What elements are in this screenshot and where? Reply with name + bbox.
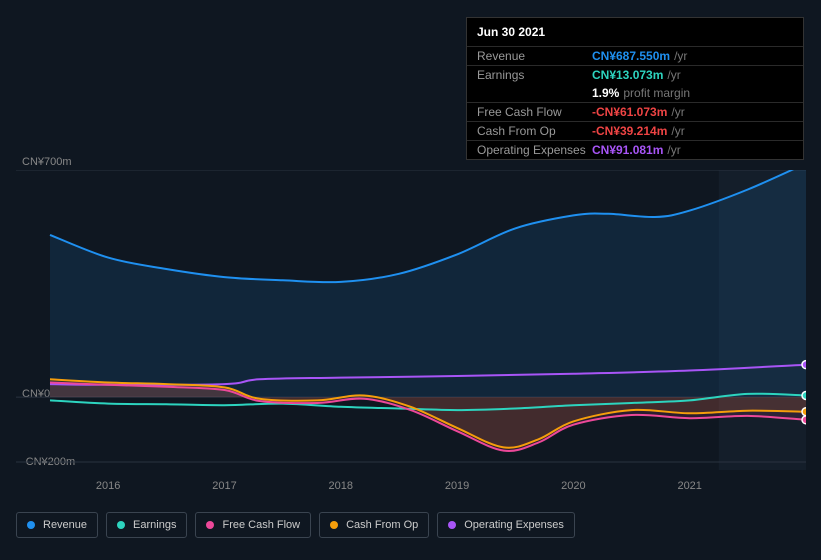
tooltip-row: Free Cash Flow-CN¥61.073m/yr bbox=[467, 102, 803, 121]
x-tick-label: 2021 bbox=[677, 480, 701, 492]
chart-tooltip: Jun 30 2021 RevenueCN¥687.550m/yrEarning… bbox=[466, 17, 804, 160]
legend-label: Cash From Op bbox=[346, 519, 418, 531]
legend-item-fcf[interactable]: Free Cash Flow bbox=[195, 512, 311, 538]
tooltip-row: RevenueCN¥687.550m/yr bbox=[467, 46, 803, 65]
tooltip-row: 1.9% profit margin bbox=[467, 84, 803, 102]
tooltip-row: Cash From Op-CN¥39.214m/yr bbox=[467, 121, 803, 140]
tooltip-row-value: -CN¥39.214m bbox=[592, 124, 667, 138]
chart-legend: Revenue Earnings Free Cash Flow Cash From O… bbox=[16, 512, 575, 538]
tooltip-row-label: Cash From Op bbox=[477, 124, 592, 138]
legend-dot-icon bbox=[206, 521, 214, 529]
tooltip-row-value: -CN¥61.073m bbox=[592, 105, 667, 119]
tooltip-row-label: Free Cash Flow bbox=[477, 105, 592, 119]
x-tick-label: 2020 bbox=[561, 480, 585, 492]
x-tick-label: 2019 bbox=[445, 480, 469, 492]
legend-label: Revenue bbox=[43, 519, 87, 531]
series-end-dot bbox=[802, 408, 806, 416]
x-tick-label: 2017 bbox=[212, 480, 236, 492]
series-end-dot bbox=[802, 361, 806, 369]
legend-item-earnings[interactable]: Earnings bbox=[106, 512, 187, 538]
series-end-dot bbox=[802, 416, 806, 424]
tooltip-row-unit: /yr bbox=[674, 49, 687, 63]
tooltip-row: EarningsCN¥13.073m/yr bbox=[467, 65, 803, 84]
tooltip-row-unit: /yr bbox=[667, 143, 680, 157]
tooltip-row-value: CN¥91.081m bbox=[592, 143, 663, 157]
tooltip-row-label: Earnings bbox=[477, 68, 592, 82]
x-tick-label: 2018 bbox=[329, 480, 353, 492]
tooltip-row-unit: /yr bbox=[667, 68, 680, 82]
tooltip-row-unit: profit margin bbox=[623, 86, 690, 100]
chart-plot[interactable] bbox=[16, 170, 806, 470]
tooltip-row-value: CN¥687.550m bbox=[592, 49, 670, 63]
tooltip-row-label: Operating Expenses bbox=[477, 143, 592, 157]
tooltip-row-value: CN¥13.073m bbox=[592, 68, 663, 82]
legend-item-cfo[interactable]: Cash From Op bbox=[319, 512, 429, 538]
legend-item-revenue[interactable]: Revenue bbox=[16, 512, 98, 538]
legend-dot-icon bbox=[448, 521, 456, 529]
x-tick-label: 2016 bbox=[96, 480, 120, 492]
series-end-dot bbox=[802, 391, 806, 399]
legend-label: Operating Expenses bbox=[464, 519, 564, 531]
legend-label: Earnings bbox=[133, 519, 176, 531]
y-tick-label: CN¥700m bbox=[22, 156, 72, 168]
legend-label: Free Cash Flow bbox=[222, 519, 300, 531]
legend-dot-icon bbox=[27, 521, 35, 529]
tooltip-date: Jun 30 2021 bbox=[467, 18, 803, 46]
tooltip-row-value: 1.9% bbox=[592, 86, 619, 100]
tooltip-row-unit: /yr bbox=[671, 124, 684, 138]
tooltip-row: Operating ExpensesCN¥91.081m/yr bbox=[467, 140, 803, 159]
x-axis: 2016 2017 2018 2019 2020 2021 bbox=[50, 480, 806, 500]
legend-dot-icon bbox=[117, 521, 125, 529]
tooltip-row-unit: /yr bbox=[671, 105, 684, 119]
tooltip-row-label: Revenue bbox=[477, 49, 592, 63]
legend-item-opex[interactable]: Operating Expenses bbox=[437, 512, 575, 538]
legend-dot-icon bbox=[330, 521, 338, 529]
